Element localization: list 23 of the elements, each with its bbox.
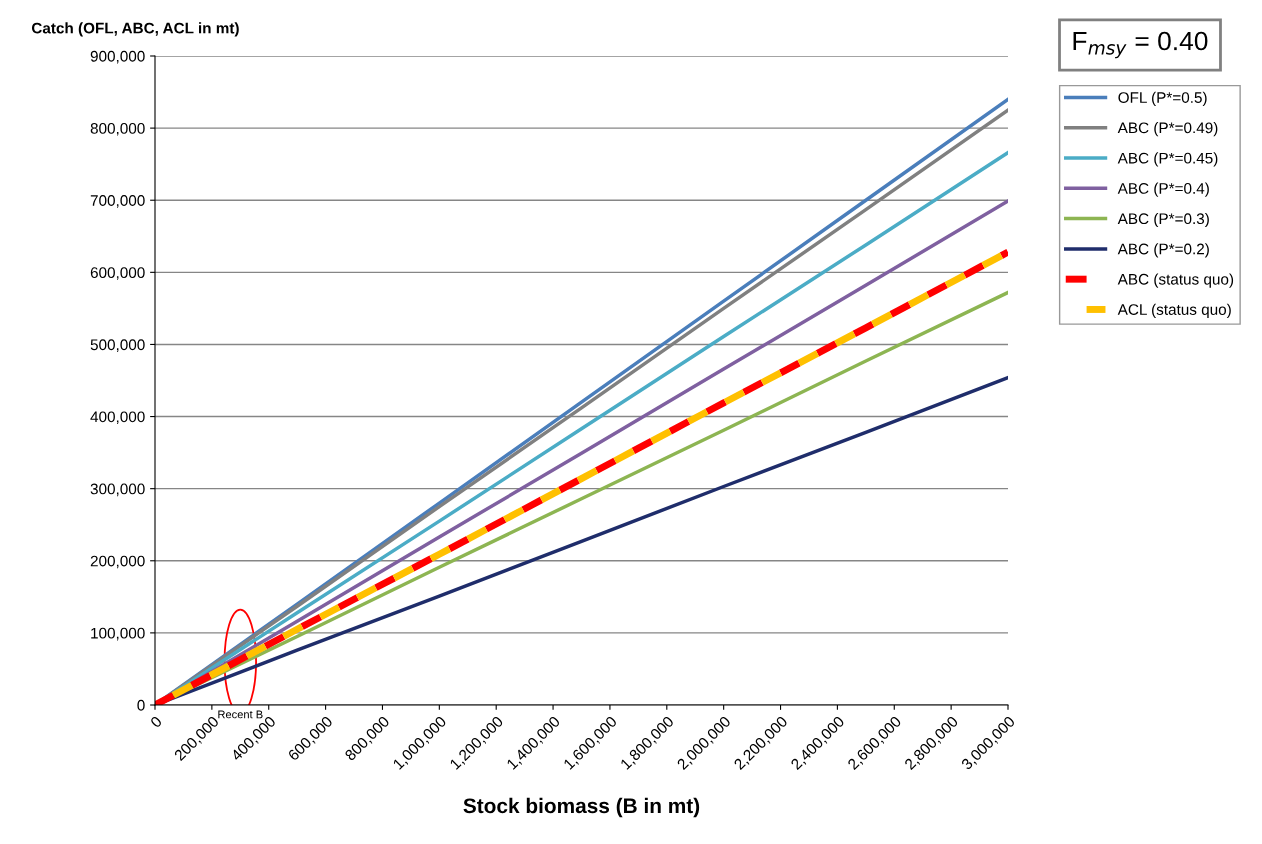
legend-label: ACL (status quo) bbox=[1117, 303, 1231, 318]
legend-label: ABC (P*=0.45) bbox=[1117, 152, 1218, 167]
y-tick-label: 0 bbox=[137, 699, 145, 711]
legend-label: ABC (P*=0.4) bbox=[1117, 182, 1209, 197]
legend-label: ABC (P*=0.49) bbox=[1117, 122, 1218, 137]
y-tick-label: 800,000 bbox=[90, 122, 145, 136]
y-tick-label: 700,000 bbox=[90, 195, 145, 208]
y-tick-label: 500,000 bbox=[90, 339, 145, 352]
y-tick-label: 200,000 bbox=[90, 555, 145, 569]
y-tick-label: 100,000 bbox=[91, 627, 145, 641]
y-tick-label: 300,000 bbox=[90, 483, 145, 497]
legend-label: ABC (P*=0.2) bbox=[1117, 243, 1209, 258]
y-tick-label: 600,000 bbox=[90, 267, 145, 280]
text: F$_{msy}$ = 0.40 bbox=[1073, 31, 1208, 59]
legend-label: ABC (P*=0.3) bbox=[1117, 212, 1209, 228]
legend-label: OFL (P*=0.5) bbox=[1118, 91, 1207, 106]
y-axis-title: Catch (OFL, ABC, ACL in mt) bbox=[31, 22, 239, 37]
x-axis-title: Stock biomass (B in mt) bbox=[463, 797, 700, 818]
text: Recent B bbox=[218, 710, 263, 719]
y-tick-label: 400,000 bbox=[90, 411, 145, 425]
x-tick-label: 0 bbox=[149, 715, 163, 729]
legend-label: ABC (status quo) bbox=[1117, 273, 1234, 288]
y-tick-label: 900,000 bbox=[90, 50, 145, 64]
